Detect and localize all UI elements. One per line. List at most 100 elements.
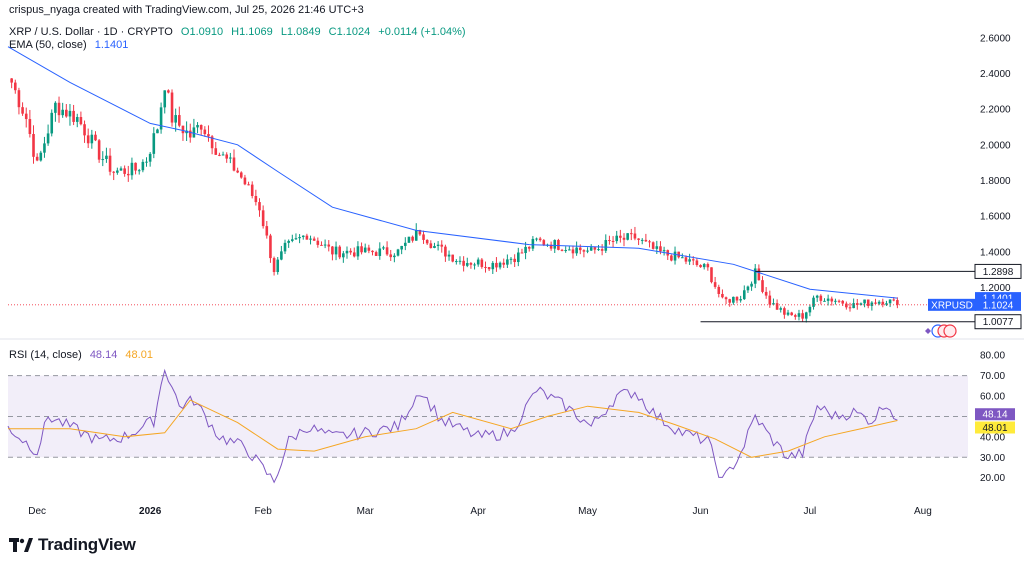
candle-body [564,250,567,252]
candle-body [433,245,436,248]
candle-body [589,247,593,251]
time-axis-label: Jul [804,506,817,517]
price-tick-label: 1.8000 [980,176,1011,187]
candle-body [199,124,203,130]
candle-body [713,282,717,287]
candle-body [429,243,433,248]
rsi-ma-value: 48.01 [125,349,153,361]
candle-body [331,246,334,255]
candle-body [772,303,775,305]
candle-body [283,242,287,252]
candle-body [476,259,480,265]
candle-body [560,249,564,251]
candle-body [885,303,888,305]
candle-body [622,237,626,240]
symbol-name: XRP / U.S. Dollar · 1D · CRYPTO [9,26,173,38]
candle-body [783,308,786,315]
rsi-label: RSI (14, close) [9,349,82,361]
candle-body [673,251,677,261]
candle-body [46,133,50,144]
time-axis-label: Dec [28,506,46,517]
candle-body [600,249,604,251]
candle-body [487,267,491,270]
rsi-ma-value-tag [975,421,1015,434]
rsi-tick-label: 20.00 [980,473,1005,484]
candle-body [888,299,892,304]
candle-body [527,246,531,249]
chart-header: crispus_nyaga created with TradingView.c… [9,4,364,16]
price-tick-label: 1.6000 [980,212,1011,223]
candle-body [57,102,61,116]
rsi-line [7,368,898,484]
candle-body [742,290,746,300]
candle-body [90,134,94,144]
candle-body [845,303,848,308]
candle-body [258,202,261,211]
candle-body [404,242,407,246]
ema-legend[interactable]: EMA (50, close) 1.1401 [9,39,133,51]
candle-body [699,264,702,268]
candle-body [116,170,119,173]
candle-body [633,233,637,239]
candle-body [513,258,516,263]
candle-body [174,115,177,123]
candle-body [298,237,301,239]
rsi-tick-label: 60.00 [980,392,1005,403]
candle-body [662,250,666,252]
candle-body [553,240,557,249]
candle-body [141,161,145,171]
candle-body [320,244,323,246]
candle-body [506,259,509,265]
candle-body [549,244,553,249]
candle-body [870,302,874,306]
candle-body [94,134,97,141]
candle-body [210,136,214,149]
candle-body [243,177,247,185]
candle-body [794,315,797,317]
candle-body [389,254,393,258]
rsi-ma-line [8,399,898,458]
candle-body [123,168,126,174]
candle-body [218,154,221,156]
rsi-tick-label: 80.00 [980,351,1005,362]
rsi-legend[interactable]: RSI (14, close) 48.14 48.01 [9,349,158,361]
candle-body [455,261,458,263]
symbol-legend[interactable]: XRP / U.S. Dollar · 1D · CRYPTO O1.0910 … [9,26,471,38]
candle-body [309,238,312,240]
time-axis-label: Jun [692,506,708,517]
candle-body [360,246,363,253]
candle-body [232,157,236,171]
candle-body [619,235,622,238]
candle-body [779,308,783,310]
ema-line [7,46,898,299]
candle-body [706,264,710,268]
candlestick-series [10,78,899,323]
candle-body [178,115,181,126]
candle-body [881,301,885,305]
candle-body [837,300,841,302]
candle-body [265,226,269,236]
candle-body [425,239,429,244]
candle-body [32,133,35,157]
candle-body [192,127,196,138]
candle-body [126,173,130,176]
candle-body [804,312,808,319]
candle-body [382,247,385,249]
candle-body [134,162,137,171]
candle-body [316,240,320,245]
candle-body [597,249,600,251]
candle-body [294,238,298,240]
candle-body [848,307,852,309]
candle-body [101,159,105,161]
candle-body [753,268,757,284]
ema-value: 1.1401 [94,39,129,51]
candle-body [97,140,101,160]
candle-body [207,134,210,137]
tradingview-brand: TradingView [9,535,136,555]
candle-body [338,246,341,258]
candle-body [254,195,258,203]
candle-body [167,90,170,93]
candle-body [188,130,192,138]
candle-body [688,259,691,262]
